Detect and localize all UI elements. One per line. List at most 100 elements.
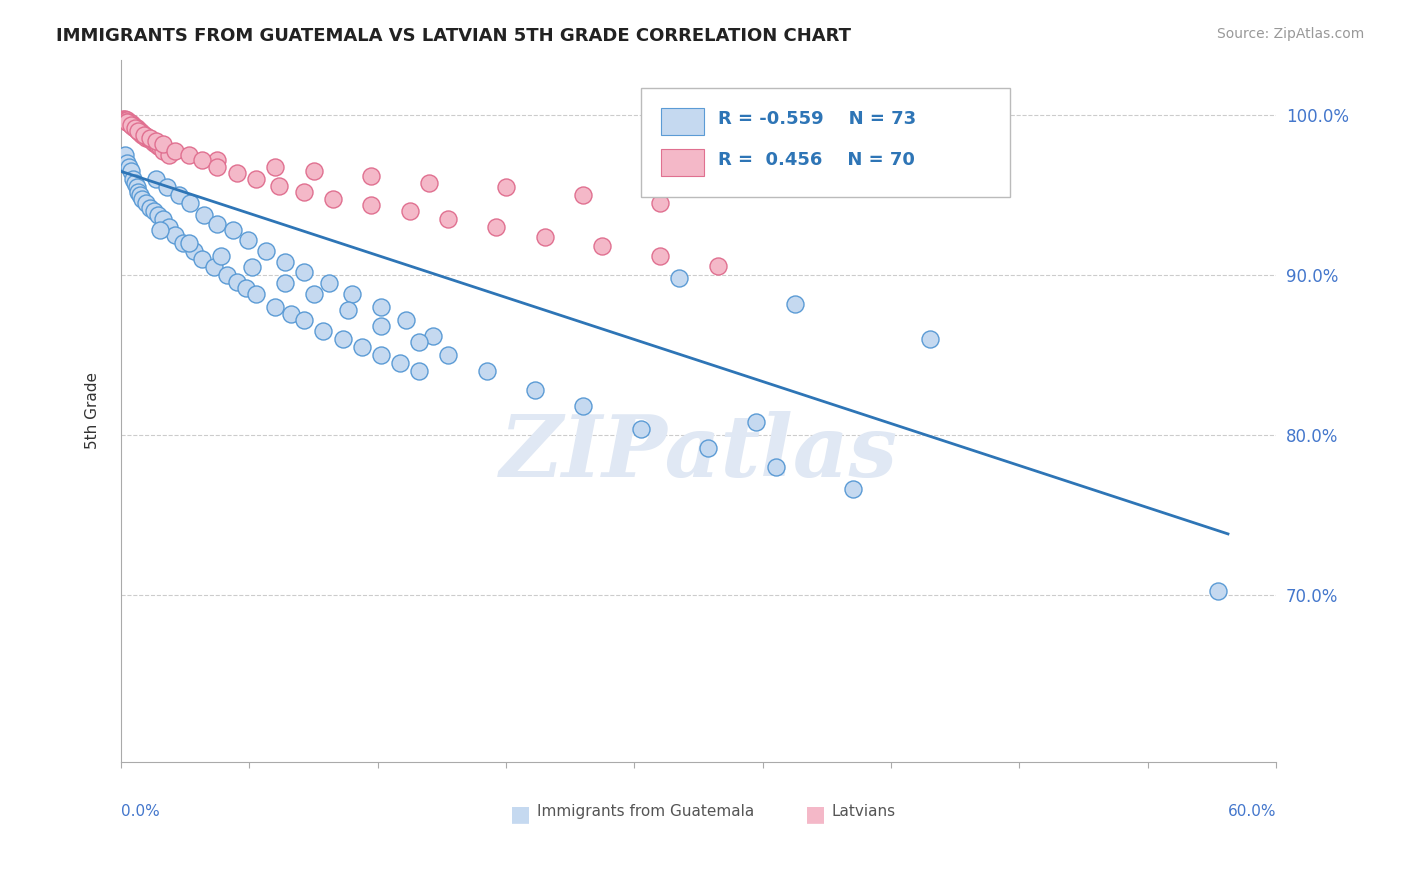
Point [135,131,157,145]
Point [207,153,229,168]
Point [209,249,232,263]
Point [245,172,267,186]
Point [350,340,373,354]
Point [131,192,153,206]
Bar [661,108,704,135]
Point [572,188,595,202]
Point [207,160,229,174]
Point [292,265,315,279]
Point [370,319,392,334]
Point [668,271,690,285]
Text: R =  0.456    N = 70: R = 0.456 N = 70 [718,151,915,169]
Point [437,348,460,362]
Point [163,228,186,243]
Point [124,121,146,136]
Point [127,124,149,138]
Bar [661,149,704,176]
Point [114,148,136,162]
Point [1208,584,1230,599]
Point [121,118,143,132]
Point [139,132,162,146]
Point [145,137,167,152]
Point [134,129,156,144]
Point [745,415,768,429]
Point [841,482,863,496]
Point [179,196,201,211]
Point [118,160,141,174]
Point [267,178,290,193]
Point [337,303,360,318]
Point [152,144,174,158]
Point [139,201,162,215]
Point [118,115,141,129]
Point [172,236,194,251]
Point [127,123,149,137]
Point [274,276,297,290]
Point [591,239,613,253]
Point [389,356,412,370]
Point [340,287,363,301]
Point [152,212,174,227]
Point [202,260,225,275]
Point [485,220,508,235]
Point [225,166,247,180]
Point [707,259,730,273]
Point [177,236,200,251]
Point [292,313,315,327]
Point [149,223,172,237]
Point [124,176,146,190]
Point [127,124,149,138]
Text: ■: ■ [510,805,531,824]
Point [139,131,162,145]
Point [149,140,172,154]
Point [572,399,595,413]
Point [370,348,392,362]
Point [167,188,190,202]
Point [136,131,159,145]
Point [114,112,136,126]
Point [129,188,152,202]
Point [280,306,302,320]
Point [118,116,141,130]
Point [121,120,143,134]
Point [124,121,146,136]
Point [146,207,169,221]
Point [422,329,444,343]
Text: Immigrants from Guatemala: Immigrants from Guatemala [537,805,754,820]
Point [783,297,806,311]
Point [191,153,214,168]
Point [648,249,671,263]
Point [408,364,430,378]
Text: Latvians: Latvians [831,805,896,820]
Point [193,207,215,221]
Point [240,260,263,275]
Point [302,164,325,178]
Point [318,276,340,290]
Point [120,164,142,178]
Point [134,128,156,142]
FancyBboxPatch shape [641,87,1011,196]
Point [630,421,652,435]
Point [332,332,354,346]
Point [245,287,267,301]
Point [437,212,460,227]
Point [135,129,157,144]
Y-axis label: 5th Grade: 5th Grade [86,373,100,450]
Point [139,132,162,146]
Point [322,192,344,206]
Point [495,180,517,194]
Point [408,335,430,350]
Point [112,112,135,126]
Point [120,116,142,130]
Point [129,126,152,140]
Point [142,136,165,150]
Point [191,252,214,267]
Point [124,120,146,134]
Point [264,160,287,174]
Point [370,300,392,314]
Point [115,115,138,129]
Point [215,268,238,283]
Point [120,118,142,132]
Point [141,134,163,148]
Point [163,144,186,158]
